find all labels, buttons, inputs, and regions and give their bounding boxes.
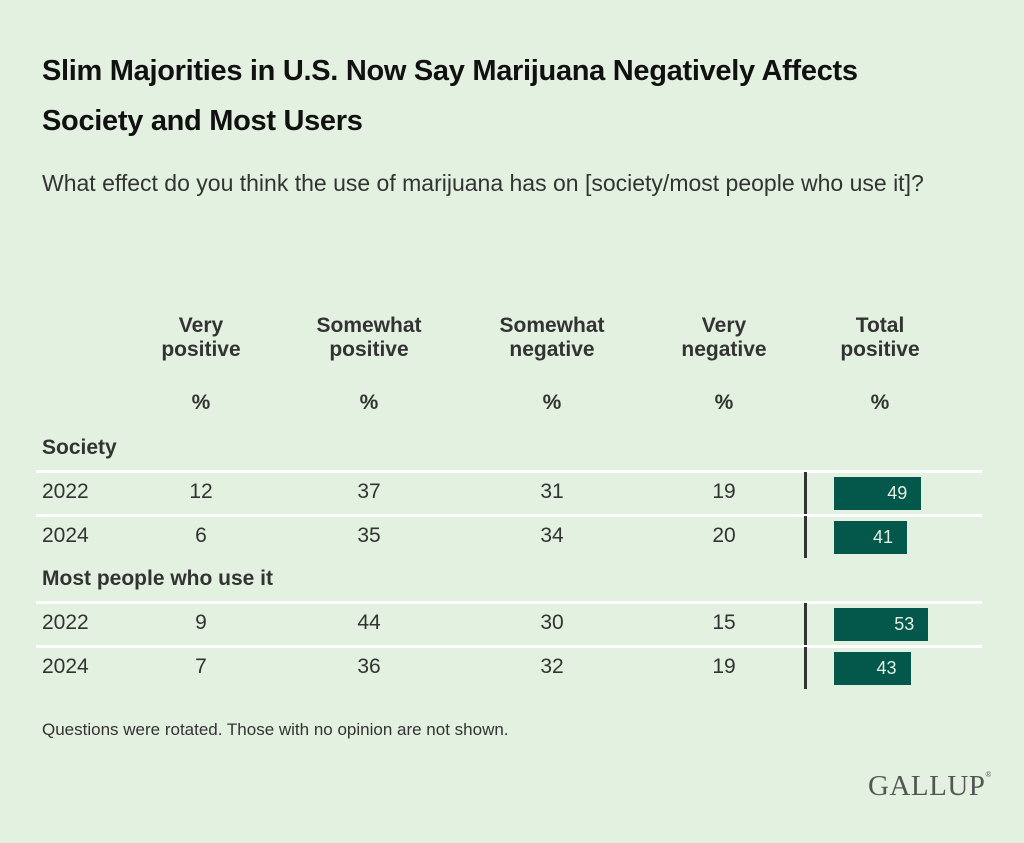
column-header: Somewhat negative xyxy=(499,314,605,361)
table-cell: 12 xyxy=(189,480,213,503)
bar-axis xyxy=(804,603,807,645)
table-cell: 36 xyxy=(357,655,381,678)
bar-axis xyxy=(804,472,807,514)
table-cell: 35 xyxy=(357,524,381,547)
table-cell: 34 xyxy=(540,524,564,547)
row-year: 2022 xyxy=(42,480,89,503)
row-divider xyxy=(36,514,982,517)
table-cell: 44 xyxy=(357,611,381,634)
table-cell: 19 xyxy=(712,655,736,678)
table-cell: 7 xyxy=(195,655,207,678)
row-year: 2024 xyxy=(42,655,89,678)
column-header: Very positive xyxy=(161,314,241,361)
column-unit: % xyxy=(359,391,379,414)
table-cell: 30 xyxy=(540,611,564,634)
bar-axis xyxy=(804,516,807,558)
table-cell: 37 xyxy=(357,480,381,503)
chart-subtitle: What effect do you think the use of mari… xyxy=(42,170,924,196)
table-cell: 32 xyxy=(540,655,564,678)
group-label: Most people who use it xyxy=(42,567,274,590)
table-cell: 31 xyxy=(540,480,564,503)
row-divider xyxy=(36,645,982,648)
table-cell: 15 xyxy=(712,611,736,634)
column-header: Total positive xyxy=(840,314,920,361)
table-cell: 19 xyxy=(712,480,736,503)
column-header: Very negative xyxy=(681,314,767,361)
chart-title: Slim Majorities in U.S. Now Say Marijuan… xyxy=(42,55,858,137)
column-header: Somewhat positive xyxy=(316,314,422,361)
column-unit: % xyxy=(714,391,734,414)
total-positive-bar: 49 xyxy=(834,477,922,510)
footnote: Questions were rotated. Those with no op… xyxy=(42,720,509,739)
column-unit: % xyxy=(870,391,890,414)
total-positive-bar: 41 xyxy=(834,521,907,554)
total-positive-bar: 43 xyxy=(834,652,911,685)
group-label: Society xyxy=(42,436,117,459)
column-unit: % xyxy=(191,391,211,414)
row-year: 2024 xyxy=(42,524,89,547)
gallup-logo: GALLUP® xyxy=(868,770,992,802)
column-unit: % xyxy=(542,391,562,414)
table-cell: 9 xyxy=(195,611,207,634)
row-divider xyxy=(36,470,982,473)
row-year: 2022 xyxy=(42,611,89,634)
table-cell: 6 xyxy=(195,524,207,547)
row-divider xyxy=(36,601,982,604)
total-positive-bar: 53 xyxy=(834,608,929,641)
bar-axis xyxy=(804,647,807,689)
table-cell: 20 xyxy=(712,524,736,547)
